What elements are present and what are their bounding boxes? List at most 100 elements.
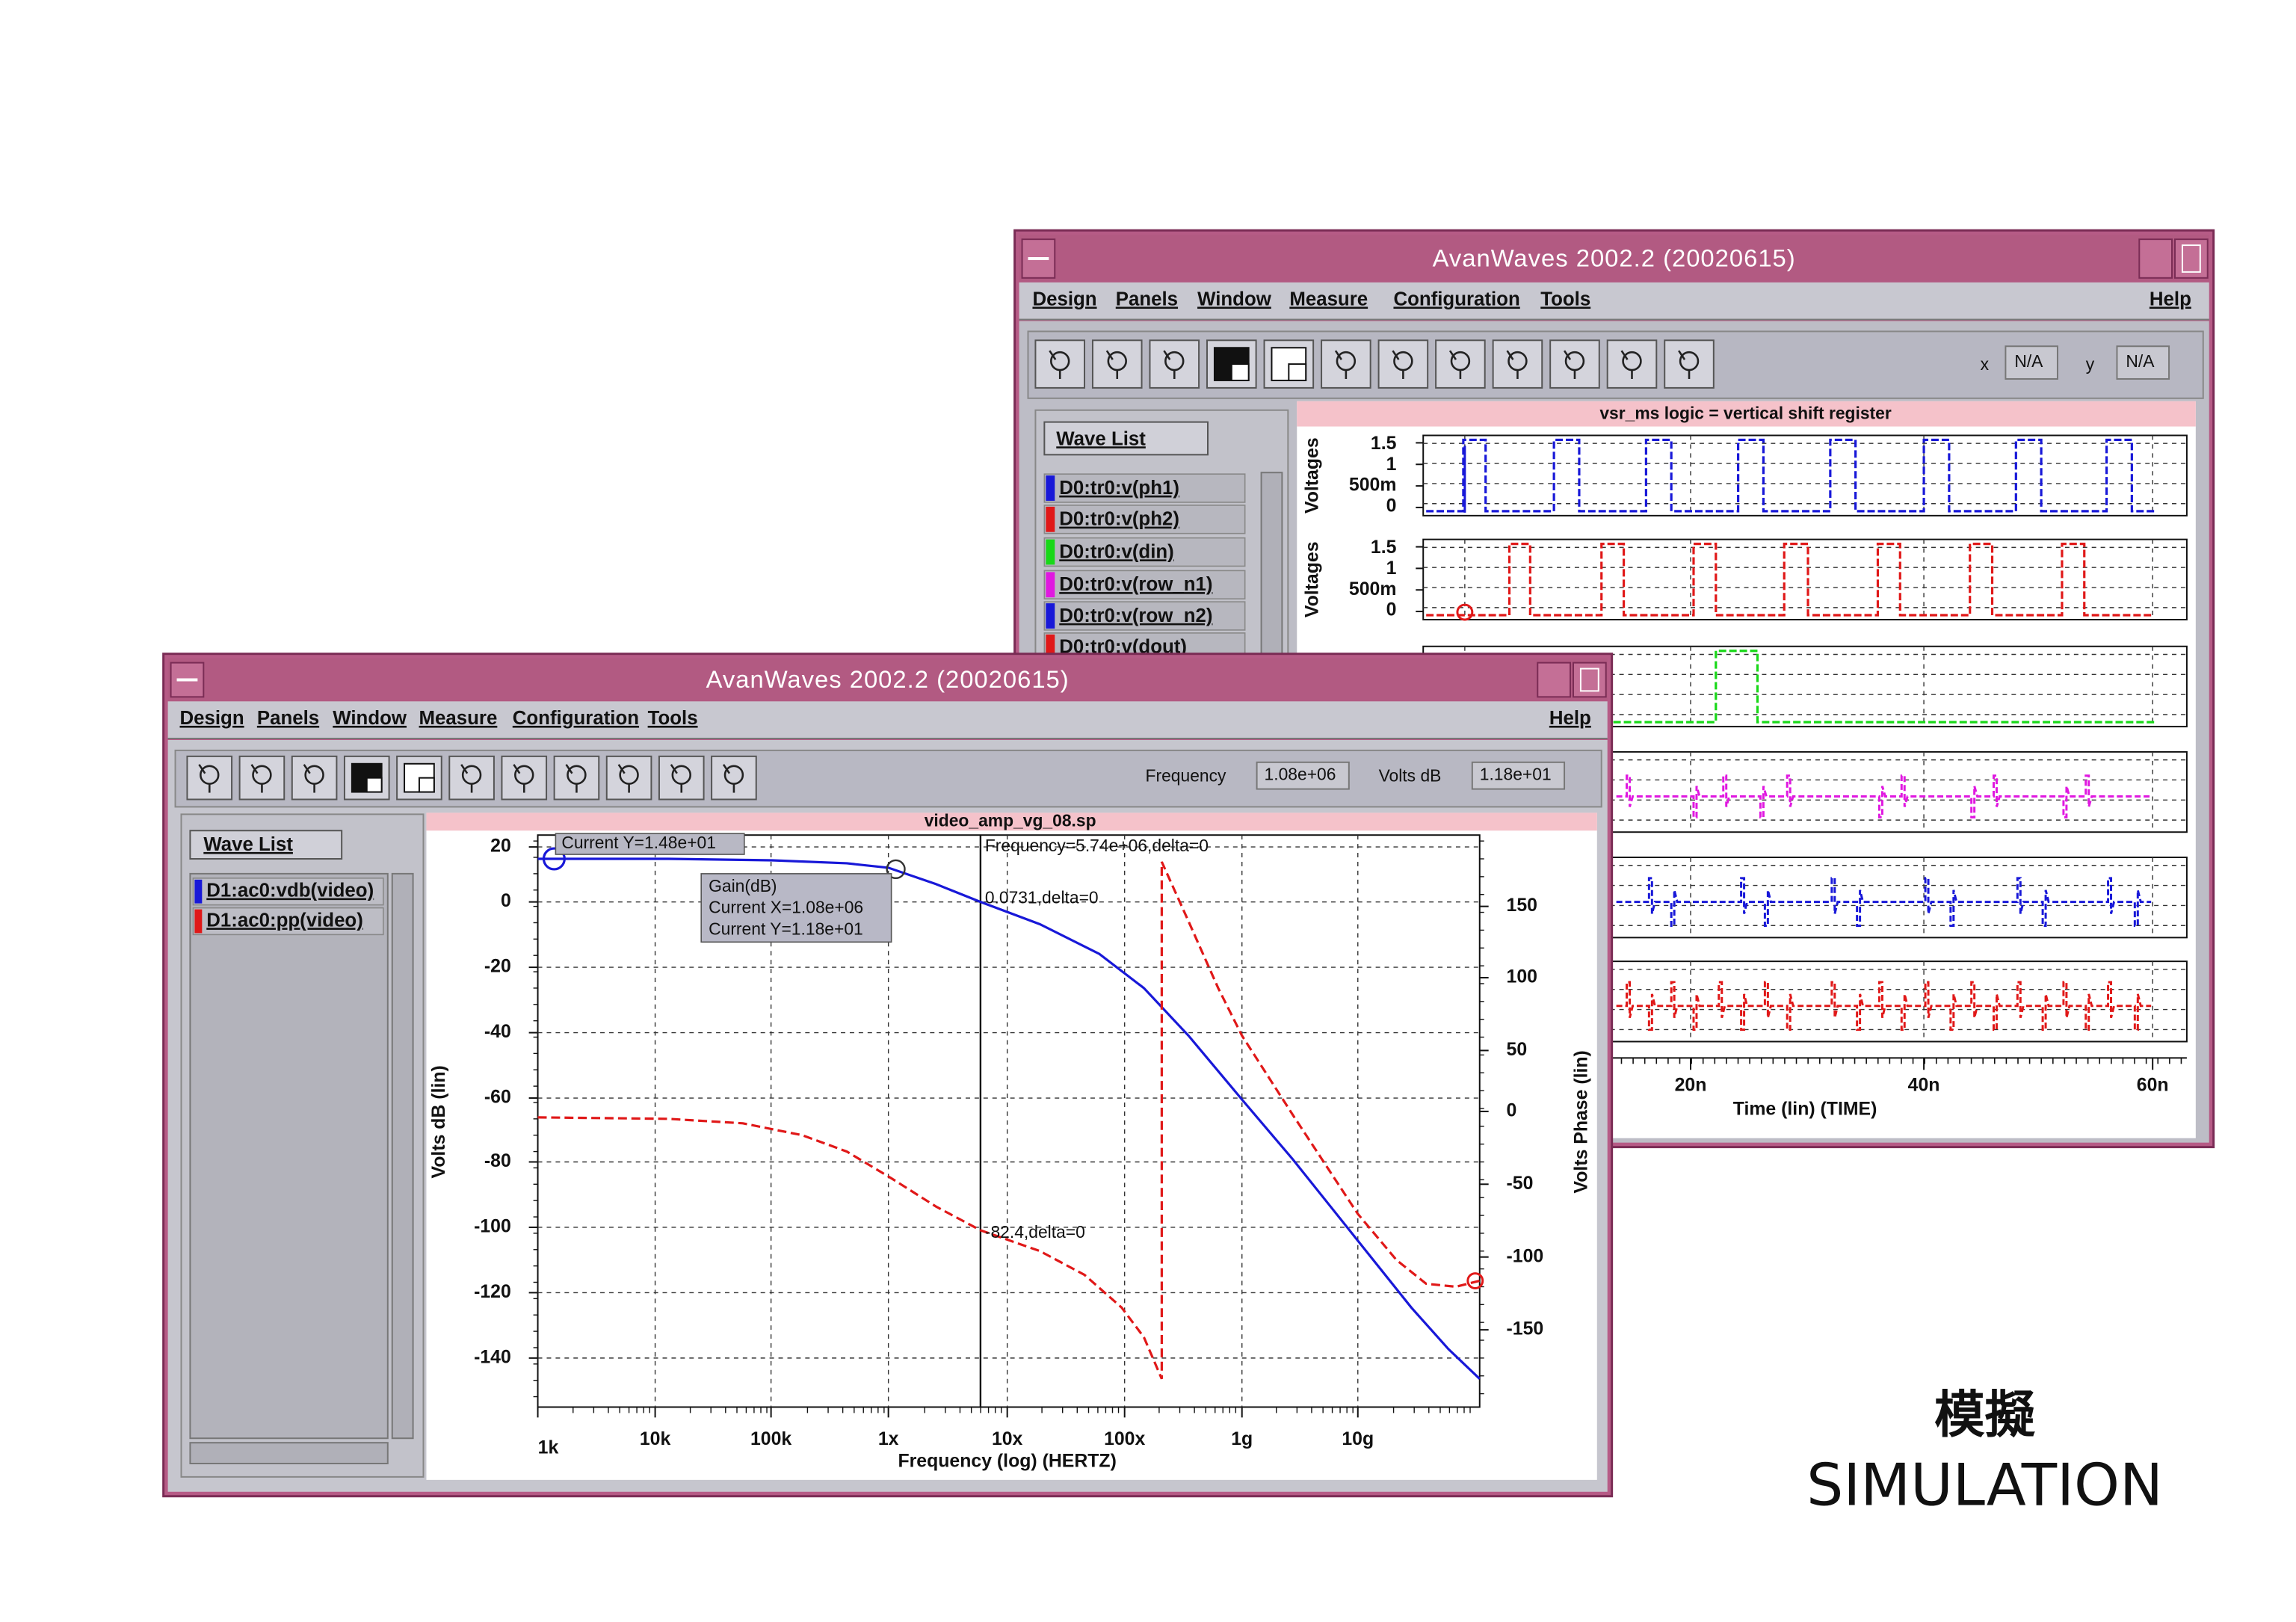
annotation: -82.4,delta=0 xyxy=(985,1222,1085,1242)
window-minimize-button xyxy=(1537,662,1571,698)
wave-list-button-label: Wave List xyxy=(203,834,293,855)
field-box xyxy=(2005,345,2058,380)
icon-glyph xyxy=(1620,350,1629,360)
field-box xyxy=(2116,345,2170,380)
x-tick-label: 20n xyxy=(1675,1076,1707,1096)
icon-glyph xyxy=(1105,350,1114,360)
x-tick-label: 100x xyxy=(1104,1429,1145,1449)
annotation: Current Y=1.48e+01 xyxy=(561,833,716,852)
field-label: Frequency xyxy=(1146,766,1227,786)
y-tick-label: -80 xyxy=(484,1151,511,1171)
y-tick-label: 20 xyxy=(490,836,511,857)
icon-glyph xyxy=(1448,350,1457,360)
plot-title: vsr_ms logic = vertical shift register xyxy=(1599,404,1892,423)
tool-button xyxy=(1606,339,1658,389)
icon-glyph xyxy=(365,777,383,793)
x-tick-label: 10g xyxy=(1342,1429,1374,1449)
waveform xyxy=(1426,650,2155,724)
field-value: N/A xyxy=(2126,351,2155,371)
phase-curve xyxy=(537,861,1481,1380)
tooltip-line: Current Y=1.18e+01 xyxy=(709,919,863,938)
front_window-window: AvanWaves 2002.2 (20020615) Design Panels W… xyxy=(162,653,1614,1498)
menu-item: Window xyxy=(1197,289,1272,309)
y2-axis-label: Volts Phase (lin) xyxy=(1571,1050,1591,1193)
y-tick-label: 500m xyxy=(1349,579,1397,599)
tool-button xyxy=(1549,339,1600,389)
y2-tick-label: 150 xyxy=(1507,895,1537,916)
wave-color xyxy=(1046,572,1055,598)
wave-list-button xyxy=(189,830,343,860)
waveform xyxy=(1616,774,2152,818)
icon-glyph xyxy=(617,764,626,774)
y-tick-label: 1 xyxy=(1386,558,1397,579)
cursor-marker xyxy=(542,847,566,871)
icon-glyph xyxy=(1230,363,1250,381)
tool-button xyxy=(1149,339,1200,389)
tooltip-line: Current X=1.08e+06 xyxy=(709,898,863,917)
tooltip-line: Gain(dB) xyxy=(709,876,777,895)
x-tick-label: 60n xyxy=(2137,1076,2169,1096)
wave-color xyxy=(1046,603,1055,629)
menu-item: Measure xyxy=(419,708,498,729)
x-axis-label: Frequency (log) (HERTZ) xyxy=(898,1452,1116,1472)
window-minimize-button xyxy=(2138,238,2173,279)
tool-button xyxy=(1034,339,1086,389)
y-tick-label: -140 xyxy=(474,1347,511,1367)
menu-item: Tools xyxy=(1540,289,1590,309)
icon-glyph xyxy=(1506,350,1514,360)
annotation-box xyxy=(555,833,745,855)
wave-color xyxy=(1046,506,1055,532)
y2-tick-label: 50 xyxy=(1507,1040,1528,1060)
menu-item: Configuration xyxy=(1393,289,1519,309)
h-scrollbar xyxy=(189,1442,389,1464)
y2-tick-label: -100 xyxy=(1507,1246,1544,1266)
y-tick-label: -120 xyxy=(474,1282,511,1302)
icon-glyph xyxy=(460,764,469,774)
caption-subtitle: SIMULATION xyxy=(1806,1452,2163,1519)
waveform xyxy=(1426,438,2155,513)
icon-glyph xyxy=(1392,350,1400,360)
wave-color xyxy=(194,909,203,934)
subplot-frame xyxy=(1422,538,2188,620)
icon-glyph xyxy=(722,764,731,774)
title-bar xyxy=(1019,235,2209,283)
wave-color xyxy=(1046,475,1055,501)
field-value: 1.18e+01 xyxy=(1480,765,1552,784)
icon-glyph xyxy=(513,764,521,774)
icon-glyph xyxy=(1288,363,1307,381)
y-tick-label: -60 xyxy=(484,1088,511,1108)
subplot-frame xyxy=(1422,434,2188,516)
y-axis-label: Volts dB (lin) xyxy=(429,1065,449,1178)
x-tick-label: 10k xyxy=(640,1429,671,1449)
y-tick-label: 1.5 xyxy=(1371,434,1397,454)
x-tick-label: 1k xyxy=(538,1438,559,1458)
icon-glyph xyxy=(565,764,573,774)
tool-button xyxy=(448,755,495,801)
x-tick-label: 1g xyxy=(1231,1429,1253,1449)
menu-help: Help xyxy=(1549,708,1591,729)
plot-title: video_amp_vg_08.sp xyxy=(925,810,1096,830)
y-tick-label: -100 xyxy=(474,1217,511,1237)
icon-glyph xyxy=(1563,350,1572,360)
menu-item: Configuration xyxy=(513,708,639,729)
y-tick-label: 0 xyxy=(501,891,511,911)
menu-item: Design xyxy=(180,708,244,729)
field-box xyxy=(1256,761,1350,790)
x-tick-label: 100k xyxy=(750,1429,791,1449)
menu-bar xyxy=(1019,282,2209,320)
wave-list-box xyxy=(189,872,389,1440)
menu-item: Panels xyxy=(1116,289,1178,309)
y-axis-label: Voltages xyxy=(1303,541,1323,617)
y2-tick-label: 0 xyxy=(1507,1100,1517,1120)
y-tick-label: -20 xyxy=(484,957,511,977)
tool-button xyxy=(1377,339,1429,389)
y2-tick-label: -50 xyxy=(1507,1174,1534,1194)
tool-button xyxy=(501,755,548,801)
y-tick-label: 1.5 xyxy=(1371,537,1397,558)
annotation: 0.0731,delta=0 xyxy=(985,888,1099,907)
scrollbar xyxy=(391,872,414,1440)
waveform xyxy=(1426,543,2155,617)
plot-title-bar xyxy=(1297,401,2196,427)
annotation: Frequency=5.74e+06,delta=0 xyxy=(985,836,1209,855)
